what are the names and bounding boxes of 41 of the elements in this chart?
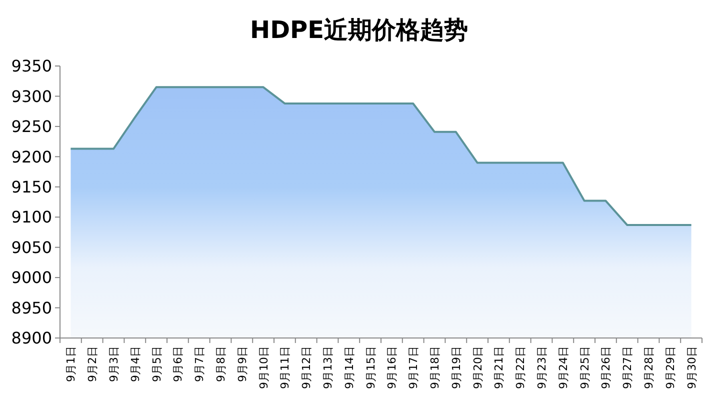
x-tick-label: 9月7日 bbox=[193, 346, 206, 382]
x-tick-label: 9月20日 bbox=[471, 346, 484, 389]
y-tick-label: 9250 bbox=[11, 117, 52, 136]
y-tick-label: 9150 bbox=[11, 177, 52, 196]
y-tick-label: 9050 bbox=[11, 238, 52, 257]
x-tick-label: 9月4日 bbox=[128, 346, 142, 382]
x-tick-label: 9月9日 bbox=[236, 346, 249, 382]
x-tick-label: 9月5日 bbox=[150, 346, 164, 382]
x-tick-label: 9月11日 bbox=[278, 346, 292, 389]
x-tick-label: 9月19日 bbox=[450, 346, 463, 389]
x-tick-label: 9月27日 bbox=[621, 346, 634, 389]
x-tick-label: 9月18日 bbox=[428, 346, 442, 389]
x-tick-label: 9月15日 bbox=[364, 346, 378, 389]
y-tick-label: 8900 bbox=[11, 328, 52, 348]
x-tick-label: 9月3日 bbox=[108, 346, 120, 382]
x-tick-label: 9月2日 bbox=[86, 346, 100, 382]
chart-title: HDPE近期价格趋势 bbox=[250, 16, 468, 44]
x-tick-label: 9月23日 bbox=[536, 346, 548, 389]
x-tick-label: 9月25日 bbox=[578, 346, 592, 389]
y-tick-label: 9100 bbox=[11, 208, 52, 227]
x-tick-label: 9月28日 bbox=[642, 346, 656, 389]
x-tick-label: 9月14日 bbox=[342, 346, 356, 389]
x-tick-label: 9月24日 bbox=[556, 346, 570, 389]
y-tick-label: 9200 bbox=[11, 147, 52, 166]
y-tick-label: 9300 bbox=[11, 86, 52, 106]
x-tick-label: 9月12日 bbox=[300, 346, 314, 389]
x-tick-label: 9月6日 bbox=[172, 346, 185, 382]
y-tick-label: 8950 bbox=[11, 298, 52, 318]
x-tick-label: 9月13日 bbox=[322, 346, 334, 389]
x-tick-label: 9月30日 bbox=[685, 346, 698, 389]
x-tick-label: 9月17日 bbox=[407, 346, 420, 389]
x-tick-label: 9月26日 bbox=[600, 346, 613, 389]
x-tick-label: 9月1日 bbox=[64, 346, 78, 382]
x-tick-label: 9月10日 bbox=[257, 346, 270, 389]
x-tick-label: 9月16日 bbox=[386, 346, 399, 389]
x-tick-label: 9月29日 bbox=[664, 346, 677, 389]
x-tick-label: 9月22日 bbox=[514, 346, 528, 389]
y-tick-label: 9350 bbox=[11, 56, 52, 76]
x-tick-label: 9月21日 bbox=[492, 346, 506, 389]
x-tick-label: 9月8日 bbox=[214, 346, 228, 382]
y-tick-label: 9000 bbox=[11, 268, 52, 288]
